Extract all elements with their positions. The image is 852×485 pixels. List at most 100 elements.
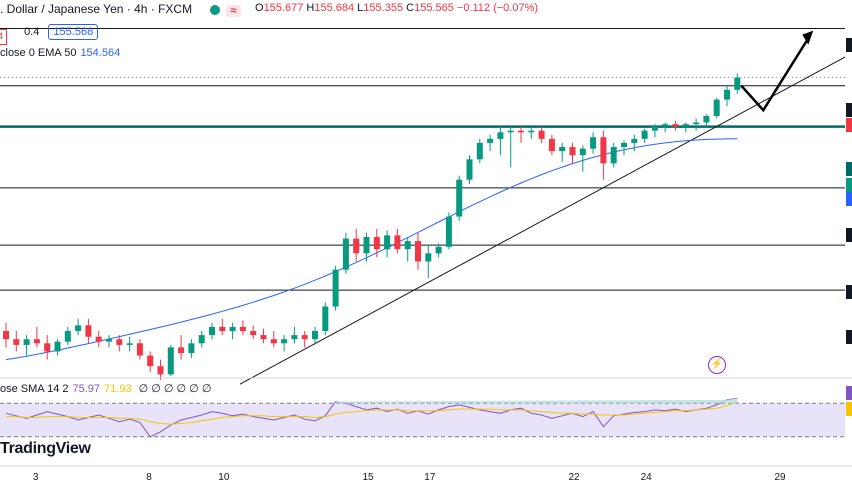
rsi-line <box>5 397 738 438</box>
rsi-legend[interactable]: ose SMA 14 2 75.97 71.93 ∅ ∅ ∅ ∅ ∅ ∅ <box>0 383 212 395</box>
candle-body <box>425 253 432 262</box>
ema-50-curve <box>5 138 738 361</box>
candle-body <box>147 355 154 367</box>
axis-marker-10 <box>846 402 852 416</box>
candle-body <box>157 366 164 375</box>
change-value: −0.112 (−0.07%) <box>456 2 539 14</box>
rsi-sma-line <box>6 401 738 425</box>
candle-body <box>641 130 648 139</box>
candle-body <box>209 326 215 336</box>
candle-body <box>518 130 524 133</box>
candle-body <box>435 246 442 254</box>
candle-body <box>631 138 638 143</box>
candle-body <box>579 148 586 156</box>
candle-body <box>466 159 473 180</box>
candle-body <box>548 138 555 152</box>
axis-marker-2 <box>846 118 852 132</box>
candle-body <box>270 339 277 344</box>
candle-body <box>724 89 730 100</box>
candle-body <box>342 238 349 270</box>
candle-body <box>590 137 597 149</box>
wave-icon: ≈ <box>226 5 241 17</box>
axis-marker-7 <box>846 285 852 299</box>
candle-body <box>54 341 61 352</box>
market-open-dot <box>210 5 220 15</box>
candle-body <box>373 236 380 250</box>
candle-body <box>703 115 710 123</box>
candle-body <box>528 130 535 133</box>
candle-body <box>281 339 288 344</box>
candle-body <box>64 331 71 342</box>
candle-body <box>291 335 298 340</box>
candle-body <box>229 326 236 332</box>
axis-marker-1 <box>846 103 852 117</box>
lightning-icon[interactable]: ⚡ <box>708 356 726 374</box>
ohlc-readout: O155.677 H155.684 L155.355 C155.565 −0.1… <box>255 2 539 14</box>
axis-marker-0 <box>846 38 852 52</box>
candle-body <box>167 347 174 375</box>
candle-body <box>178 347 185 354</box>
candle-body <box>538 130 545 139</box>
candle-body <box>507 130 514 133</box>
candle-body <box>559 147 566 152</box>
projection-arrow[interactable] <box>740 30 814 113</box>
x-tick-label: 29 <box>774 472 786 483</box>
candle-body <box>384 235 391 250</box>
candle-body <box>33 339 40 344</box>
candle-body <box>621 142 627 148</box>
axis-marker-5 <box>846 192 852 206</box>
horizontal-levels[interactable] <box>0 27 845 291</box>
x-tick-label: 3 <box>32 472 39 483</box>
candle-body <box>394 235 401 250</box>
axis-marker-4 <box>846 178 852 192</box>
candle-body <box>322 306 329 332</box>
sell-button[interactable]: 4 <box>0 29 7 45</box>
candle-body <box>188 343 195 354</box>
x-tick-label: 8 <box>146 472 152 483</box>
candle-body <box>600 137 607 164</box>
candle-body <box>3 331 9 340</box>
candle-body <box>219 326 226 332</box>
x-tick-label: 17 <box>424 472 436 483</box>
trade-row: 4 0.4 155.568 <box>0 24 99 45</box>
x-tick-label: 10 <box>218 472 230 483</box>
candle-body <box>487 138 494 143</box>
candle-body <box>106 339 112 342</box>
symbol-title[interactable]: . Dollar / Japanese Yen · 4h · FXCM <box>0 2 193 16</box>
ema-legend[interactable]: close 0 EMA 50 154.564 <box>0 47 121 59</box>
candle-body <box>126 343 133 345</box>
rsi-pane <box>0 377 852 438</box>
candle-body <box>75 325 82 332</box>
candle-body <box>23 339 30 345</box>
axis-marker-6 <box>846 228 852 242</box>
candle-body <box>312 331 318 340</box>
candle-body <box>445 216 452 247</box>
rising-trendline <box>239 56 846 385</box>
candle-body <box>651 126 658 131</box>
candle-body <box>239 326 246 332</box>
candle-body <box>198 335 205 344</box>
right-axis-markers <box>0 38 852 467</box>
candle-body <box>476 142 483 160</box>
axis-marker-8 <box>846 330 852 344</box>
candle-body <box>85 325 92 337</box>
trendline[interactable] <box>239 56 846 385</box>
candle-body <box>456 179 463 217</box>
axis-marker-3 <box>846 162 852 176</box>
axis-marker-9 <box>846 386 852 400</box>
candle-body <box>682 124 689 127</box>
candle-body <box>662 124 669 127</box>
buy-button[interactable]: 155.568 <box>48 24 99 40</box>
candle-body <box>250 331 257 336</box>
candle-body <box>404 241 411 250</box>
rsi-overbought-fill <box>335 398 738 404</box>
candle-body <box>363 236 370 254</box>
candle-body <box>693 122 700 125</box>
candle-body <box>569 147 576 156</box>
tradingview-logo[interactable]: TradingView <box>0 440 91 457</box>
candle-body <box>713 99 720 116</box>
candle-body <box>415 241 421 262</box>
candles <box>3 73 741 381</box>
